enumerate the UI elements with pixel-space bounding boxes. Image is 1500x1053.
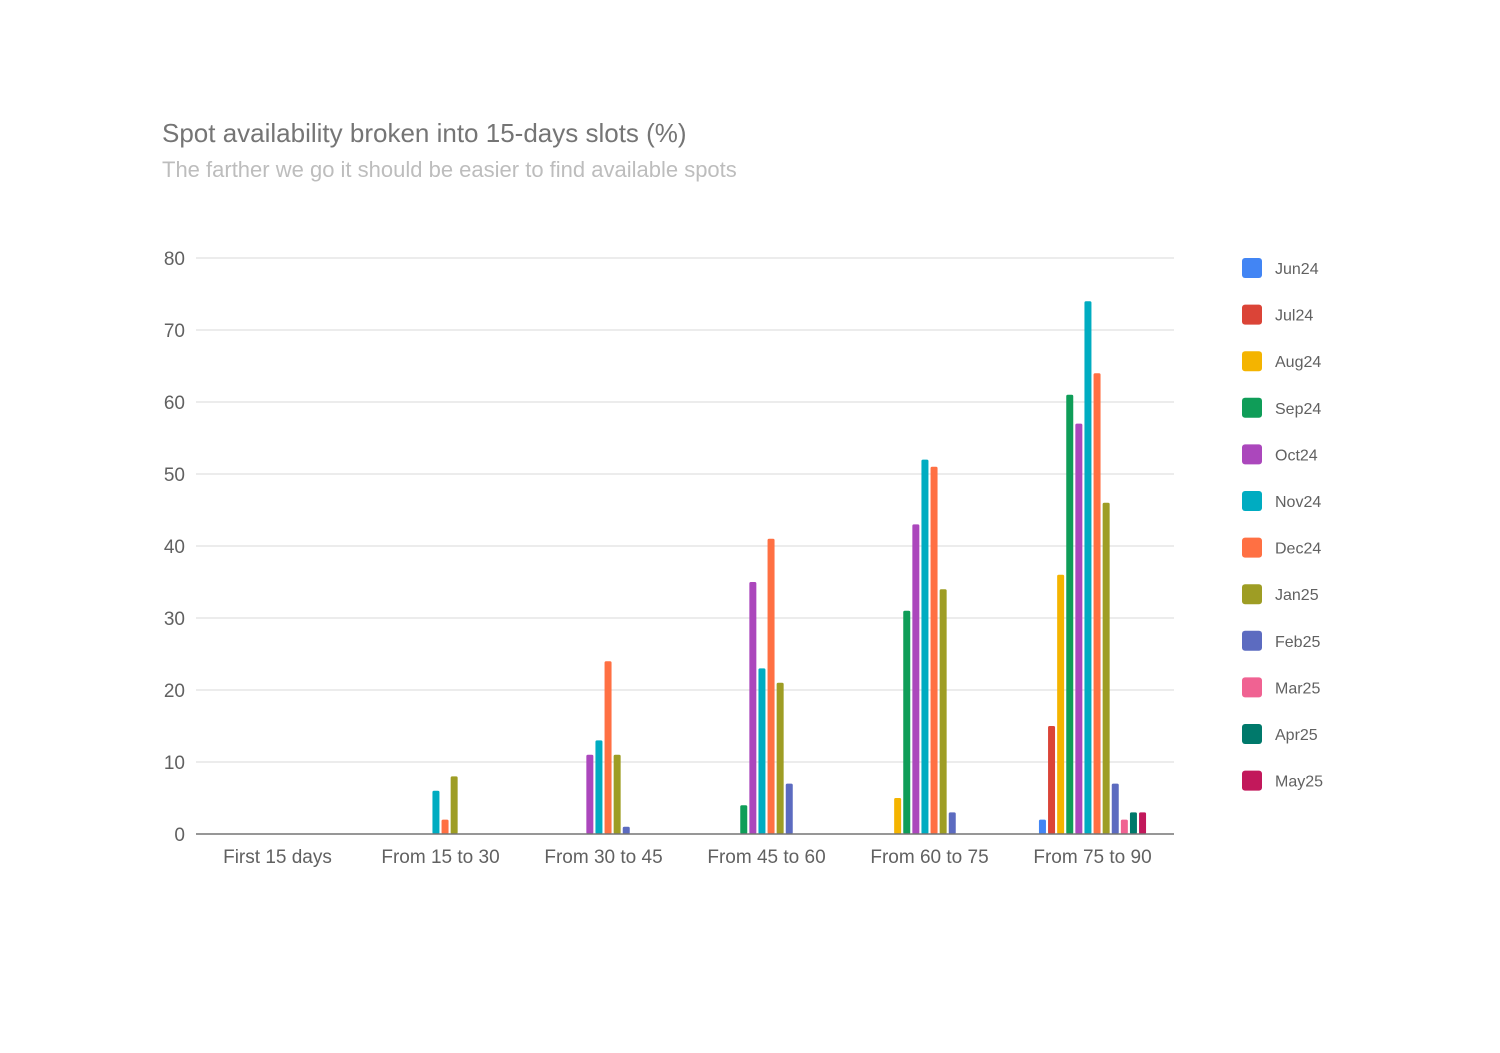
legend-swatch — [1242, 630, 1262, 651]
x-category-label: From 60 to 75 — [870, 847, 988, 868]
x-category-label: From 45 to 60 — [707, 847, 825, 868]
bar-jan25-4 — [776, 682, 784, 834]
bar-nov24-6 — [1084, 301, 1092, 834]
legend-swatch — [1242, 537, 1262, 558]
legend-swatch — [1242, 397, 1262, 418]
legend-swatch — [1242, 258, 1262, 278]
bar-sep24-5 — [903, 610, 911, 834]
legend-swatch — [1242, 724, 1262, 744]
y-tick-label: 0 — [174, 825, 185, 846]
bar-aug24-6 — [1057, 574, 1065, 834]
bar-jul24-6 — [1048, 726, 1056, 834]
y-tick-label: 30 — [164, 609, 185, 630]
bar-may25-6 — [1139, 812, 1147, 834]
legend-label: Aug24 — [1275, 354, 1321, 371]
y-tick-label: 50 — [164, 465, 185, 486]
bar-jan25-5 — [939, 589, 947, 834]
legend-label: Feb25 — [1275, 634, 1320, 651]
chart-title: Spot availability broken into 15-days sl… — [162, 118, 687, 148]
legend-swatch — [1242, 770, 1262, 791]
y-axis-ticks: 0 10 20 30 40 50 60 70 80 — [164, 249, 185, 846]
bar-jan25-3 — [613, 754, 621, 834]
legend-label: Mar25 — [1275, 680, 1320, 697]
y-tick-label: 70 — [164, 321, 185, 342]
bar-jun24-6 — [1038, 819, 1046, 834]
bar-oct24-3 — [586, 754, 594, 834]
bar-feb25-4 — [785, 783, 793, 834]
bar-feb25-5 — [948, 812, 956, 834]
bar-dec24-6 — [1093, 373, 1101, 834]
bar-nov24-3 — [595, 740, 603, 834]
legend-label: Jul24 — [1275, 308, 1313, 325]
x-category-label: From 30 to 45 — [544, 847, 662, 868]
legend-swatch — [1242, 584, 1262, 605]
chart-subtitle: The farther we go it should be easier to… — [162, 157, 737, 182]
bar-aug24-5 — [894, 798, 902, 834]
x-category-label: From 75 to 90 — [1033, 847, 1151, 868]
bar-dec24-3 — [604, 661, 612, 834]
legend-label: Oct24 — [1275, 447, 1318, 464]
legend-label: Nov24 — [1275, 494, 1321, 511]
bar-dec24-5 — [930, 466, 938, 834]
bar-jan25-2 — [450, 776, 458, 834]
x-category-label: First 15 days — [223, 847, 332, 868]
legend-label: Jun24 — [1275, 261, 1319, 278]
bar-feb25-3 — [622, 826, 630, 834]
legend-label: Dec24 — [1275, 541, 1321, 558]
legend-label: Apr25 — [1275, 727, 1318, 744]
bar-nov24-2 — [432, 790, 440, 834]
y-tick-label: 60 — [164, 393, 185, 414]
bar-sep24-6 — [1066, 394, 1074, 834]
gridlines — [196, 257, 1174, 763]
bar-oct24-4 — [749, 582, 757, 834]
legend-swatch — [1242, 351, 1262, 372]
bar-oct24-6 — [1075, 423, 1083, 834]
x-axis-categories: First 15 days From 15 to 30 From 30 to 45 F… — [223, 847, 1152, 868]
legend-swatch — [1242, 444, 1262, 465]
bar-feb25-6 — [1111, 783, 1119, 834]
bar-nov24-4 — [758, 668, 766, 834]
bars — [432, 301, 1147, 834]
legend-label: Sep24 — [1275, 401, 1321, 418]
legend-swatch — [1242, 491, 1262, 511]
bar-apr25-6 — [1129, 812, 1137, 834]
legend: Jun24 Jul24 Aug24 Sep24 Oct24 Nov24 Dec24 Jan25… — [1242, 258, 1323, 791]
legend-label: Jan25 — [1275, 587, 1319, 604]
bar-dec24-4 — [767, 538, 775, 834]
bar-jan25-6 — [1102, 502, 1110, 834]
x-category-label: From 15 to 30 — [381, 847, 499, 868]
bar-nov24-5 — [921, 459, 929, 834]
legend-swatch — [1242, 677, 1262, 698]
y-tick-label: 10 — [164, 753, 185, 774]
bar-mar25-6 — [1120, 819, 1128, 834]
y-tick-label: 40 — [164, 537, 185, 558]
bar-oct24-5 — [912, 524, 920, 834]
legend-label: May25 — [1275, 774, 1323, 791]
y-tick-label: 20 — [164, 681, 185, 702]
bar-sep24-4 — [740, 805, 748, 834]
bar-dec24-2 — [441, 819, 449, 834]
legend-swatch — [1242, 304, 1262, 325]
y-tick-label: 80 — [164, 249, 185, 270]
